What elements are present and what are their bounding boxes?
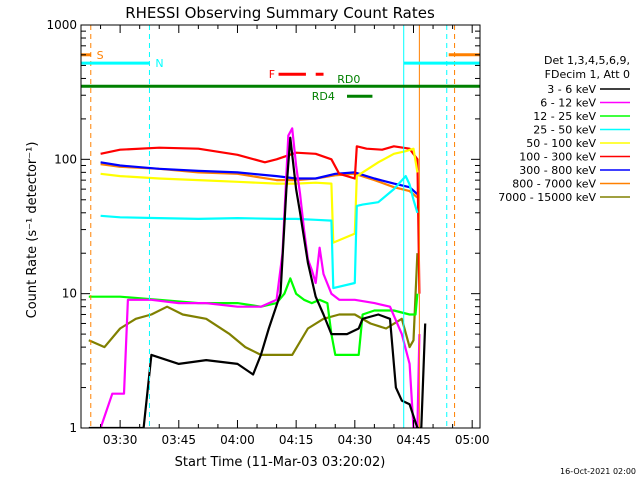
legend-header-line-2: FDecim 1, Att 0 bbox=[545, 68, 630, 81]
legend-label-4: 50 - 100 keV bbox=[526, 137, 596, 150]
legend-label-6: 300 - 800 keV bbox=[519, 164, 596, 177]
flag-label-n: N bbox=[155, 57, 163, 70]
flag-label-f: F bbox=[269, 68, 275, 81]
series-line-4 bbox=[100, 147, 419, 244]
x-tick-label: 03:30 bbox=[103, 433, 138, 447]
x-tick-label: 05:00 bbox=[455, 433, 490, 447]
legend-label-7: 800 - 7000 keV bbox=[512, 178, 596, 191]
legend-label-2: 12 - 25 keV bbox=[533, 110, 596, 123]
chart-title: RHESSI Observing Summary Count Rates bbox=[125, 4, 435, 22]
x-tick-label: 04:00 bbox=[220, 433, 255, 447]
series-line-2 bbox=[88, 277, 419, 356]
plot-frame bbox=[80, 24, 481, 429]
series-line-3 bbox=[100, 175, 419, 290]
legend-label-1: 6 - 12 keV bbox=[540, 97, 596, 110]
y-tick-label: 1 bbox=[69, 421, 77, 435]
legend-header-line-1: Det 1,3,4,5,6,9, bbox=[544, 54, 630, 67]
generation-timestamp: 16-Oct-2021 02:00 bbox=[560, 467, 636, 476]
x-axis: 03:30 03:45 04:00 04:15 04:30 04:45 05:00 bbox=[80, 25, 490, 447]
y-axis: 1 10 100 1000 bbox=[46, 18, 480, 435]
series-line-0 bbox=[88, 136, 427, 428]
flag-label-s: S bbox=[97, 49, 104, 62]
y-tick-label: 100 bbox=[54, 152, 77, 166]
legend-header: Det 1,3,4,5,6,9, FDecim 1, Att 0 bbox=[544, 54, 630, 81]
y-tick-label: 1000 bbox=[46, 18, 77, 32]
x-tick-label: 04:15 bbox=[279, 433, 314, 447]
flag-label-rd4: RD4 bbox=[312, 90, 335, 103]
series-line-5 bbox=[100, 145, 421, 294]
legend-label-5: 100 - 300 keV bbox=[519, 151, 596, 164]
x-tick-label: 03:45 bbox=[161, 433, 196, 447]
legend-label-8: 7000 - 15000 keV bbox=[498, 191, 596, 204]
y-axis-label: Count Rate (s⁻¹ detector⁻¹) bbox=[25, 142, 40, 319]
x-tick-label: 04:45 bbox=[396, 433, 431, 447]
legend-label-0: 3 - 6 keV bbox=[547, 83, 596, 96]
flag-label-rd0: RD0 bbox=[337, 73, 360, 86]
y-tick-label: 10 bbox=[62, 287, 77, 301]
x-tick-label: 04:30 bbox=[338, 433, 373, 447]
series-layer bbox=[88, 127, 427, 428]
legend-label-3: 25 - 50 keV bbox=[533, 124, 596, 137]
x-axis-label: Start Time (11-Mar-03 03:20:02) bbox=[175, 455, 386, 470]
series-line-6 bbox=[100, 161, 419, 196]
